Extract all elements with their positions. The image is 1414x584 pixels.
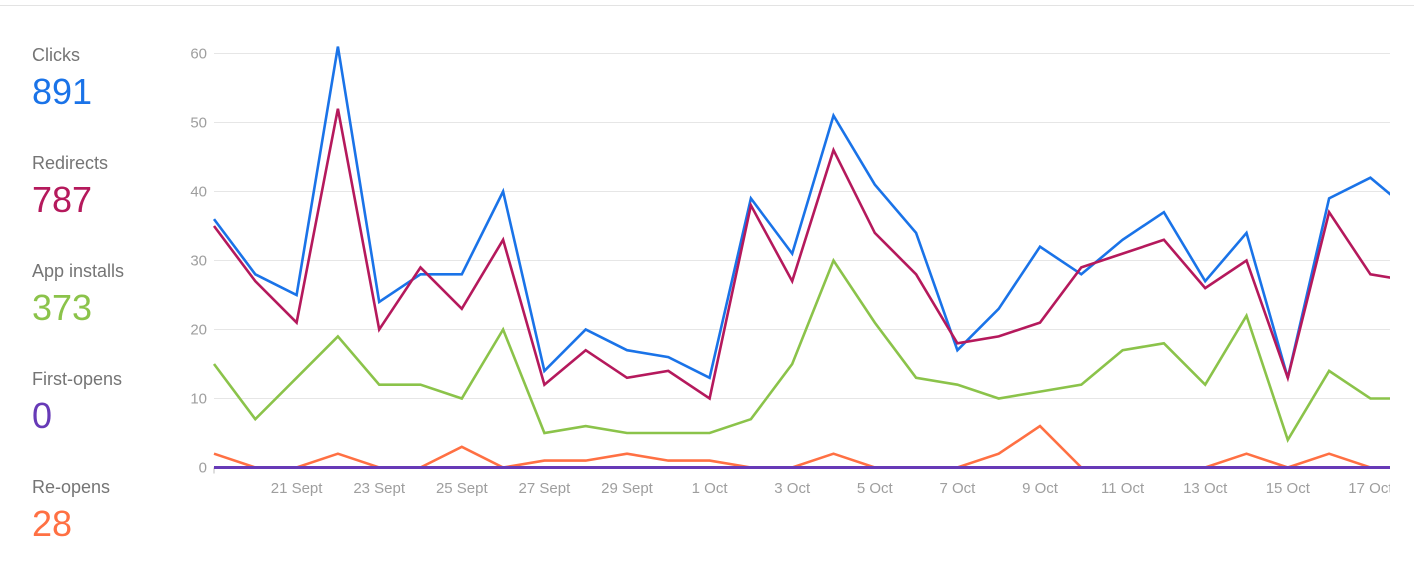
metric-clicks[interactable]: Clicks 891	[32, 44, 182, 152]
series-lines	[212, 46, 1390, 469]
metric-redirects-value: 787	[32, 179, 93, 220]
y-axis-ticks: 0 10 20 30 40 50 60	[190, 46, 207, 477]
line-chart: 0 10 20 30 40 50 60 21 Sept 23 Sept 25 Sept 27 Se…	[190, 46, 1390, 497]
metric-first-opens-value: 0	[32, 395, 53, 436]
y-tick-label: 50	[190, 115, 207, 132]
x-tick-label: 3 Oct	[774, 480, 811, 497]
x-tick-label: 7 Oct	[939, 480, 976, 497]
y-tick-label: 20	[190, 322, 207, 339]
series-line-re-opens[interactable]	[213, 424, 1390, 469]
x-tick-label: 15 Oct	[1266, 480, 1311, 497]
x-tick-label: 9 Oct	[1022, 480, 1059, 497]
x-axis-ticks: 21 Sept 23 Sept 25 Sept 27 Sept 29 Sept 1 Oct…	[213, 467, 1390, 497]
y-tick-label: 0	[199, 460, 207, 477]
metric-re-opens[interactable]: Re-opens 28	[32, 476, 182, 584]
series-line-redirects[interactable]	[212, 108, 1390, 401]
metric-app-installs-label: App installs	[32, 261, 125, 281]
series-line-app-installs[interactable]	[212, 257, 1390, 443]
x-tick-label: 13 Oct	[1183, 480, 1228, 497]
top-divider	[0, 5, 1414, 6]
y-tick-label: 10	[190, 391, 207, 408]
metric-first-opens-label: First-opens	[32, 369, 123, 389]
x-tick-label: 21 Sept	[271, 480, 324, 497]
metric-app-installs[interactable]: App installs 373	[32, 260, 182, 368]
y-gridlines	[214, 53, 1390, 468]
x-tick-label: 29 Sept	[601, 480, 654, 497]
y-tick-label: 40	[190, 184, 207, 201]
x-tick-label: 11 Oct	[1101, 480, 1145, 497]
metric-redirects[interactable]: Redirects 787	[32, 152, 182, 260]
metric-first-opens[interactable]: First-opens 0	[32, 368, 182, 476]
series-line-clicks[interactable]	[212, 46, 1390, 380]
y-tick-label: 30	[190, 253, 207, 270]
metric-re-opens-label: Re-opens	[32, 477, 111, 497]
metric-clicks-label: Clicks	[32, 45, 80, 65]
metric-re-opens-value: 28	[32, 503, 73, 544]
x-tick-label: 25 Sept	[436, 480, 489, 497]
metrics-panel: Clicks 891 Redirects 787 App installs 37…	[32, 44, 182, 584]
y-tick-label: 60	[190, 46, 207, 63]
x-tick-label: 23 Sept	[353, 480, 406, 497]
x-tick-label: 5 Oct	[857, 480, 894, 497]
x-tick-label: 27 Sept	[519, 480, 572, 497]
x-tick-label: 1 Oct	[692, 480, 729, 497]
metric-clicks-value: 891	[32, 71, 93, 112]
metric-app-installs-value: 373	[32, 287, 93, 328]
metric-redirects-label: Redirects	[32, 153, 109, 173]
x-tick-label: 17 Oct	[1348, 480, 1390, 497]
